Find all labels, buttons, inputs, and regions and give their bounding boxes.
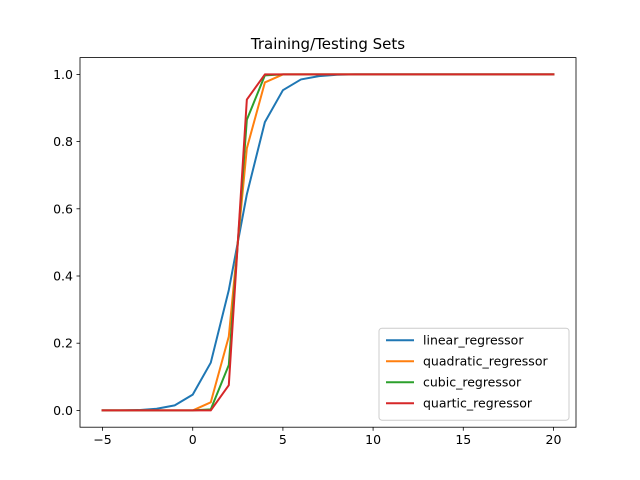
y-tick-label: 0.0 (53, 403, 73, 418)
legend-box (378, 327, 570, 421)
x-axis: −5 0 5 10 15 20 (93, 427, 561, 447)
y-axis: 0.0 0.2 0.4 0.6 0.8 1.0 (53, 67, 80, 418)
x-tick-label: 15 (455, 432, 471, 447)
x-tick-label: −5 (93, 432, 111, 447)
y-tick-label: 1.0 (53, 67, 73, 82)
chart-title: Training/Testing Sets (250, 35, 405, 53)
legend-label-quartic_regressor: quartic_regressor (423, 396, 533, 411)
x-tick-label: 20 (546, 432, 562, 447)
legend-label-quadratic_regressor: quadratic_regressor (423, 354, 548, 369)
legend: linear_regressor quadratic_regressorcubic… (378, 327, 570, 421)
x-tick-label: 10 (365, 432, 381, 447)
y-tick-label: 0.4 (53, 269, 73, 284)
plot-frame (79, 57, 577, 428)
y-tick-label: 0.2 (53, 336, 73, 351)
series-layer (101, 73, 555, 412)
legend-label-cubic_regressor: cubic_regressor (423, 375, 522, 390)
series-line-quartic_regressor (101, 73, 555, 412)
y-tick-label: 0.8 (53, 134, 73, 149)
x-tick-label: 0 (189, 432, 197, 447)
x-tick-label: 5 (279, 432, 287, 447)
legend-label-linear_regressor: linear_regressor (423, 333, 524, 348)
y-tick-label: 0.6 (53, 201, 73, 216)
